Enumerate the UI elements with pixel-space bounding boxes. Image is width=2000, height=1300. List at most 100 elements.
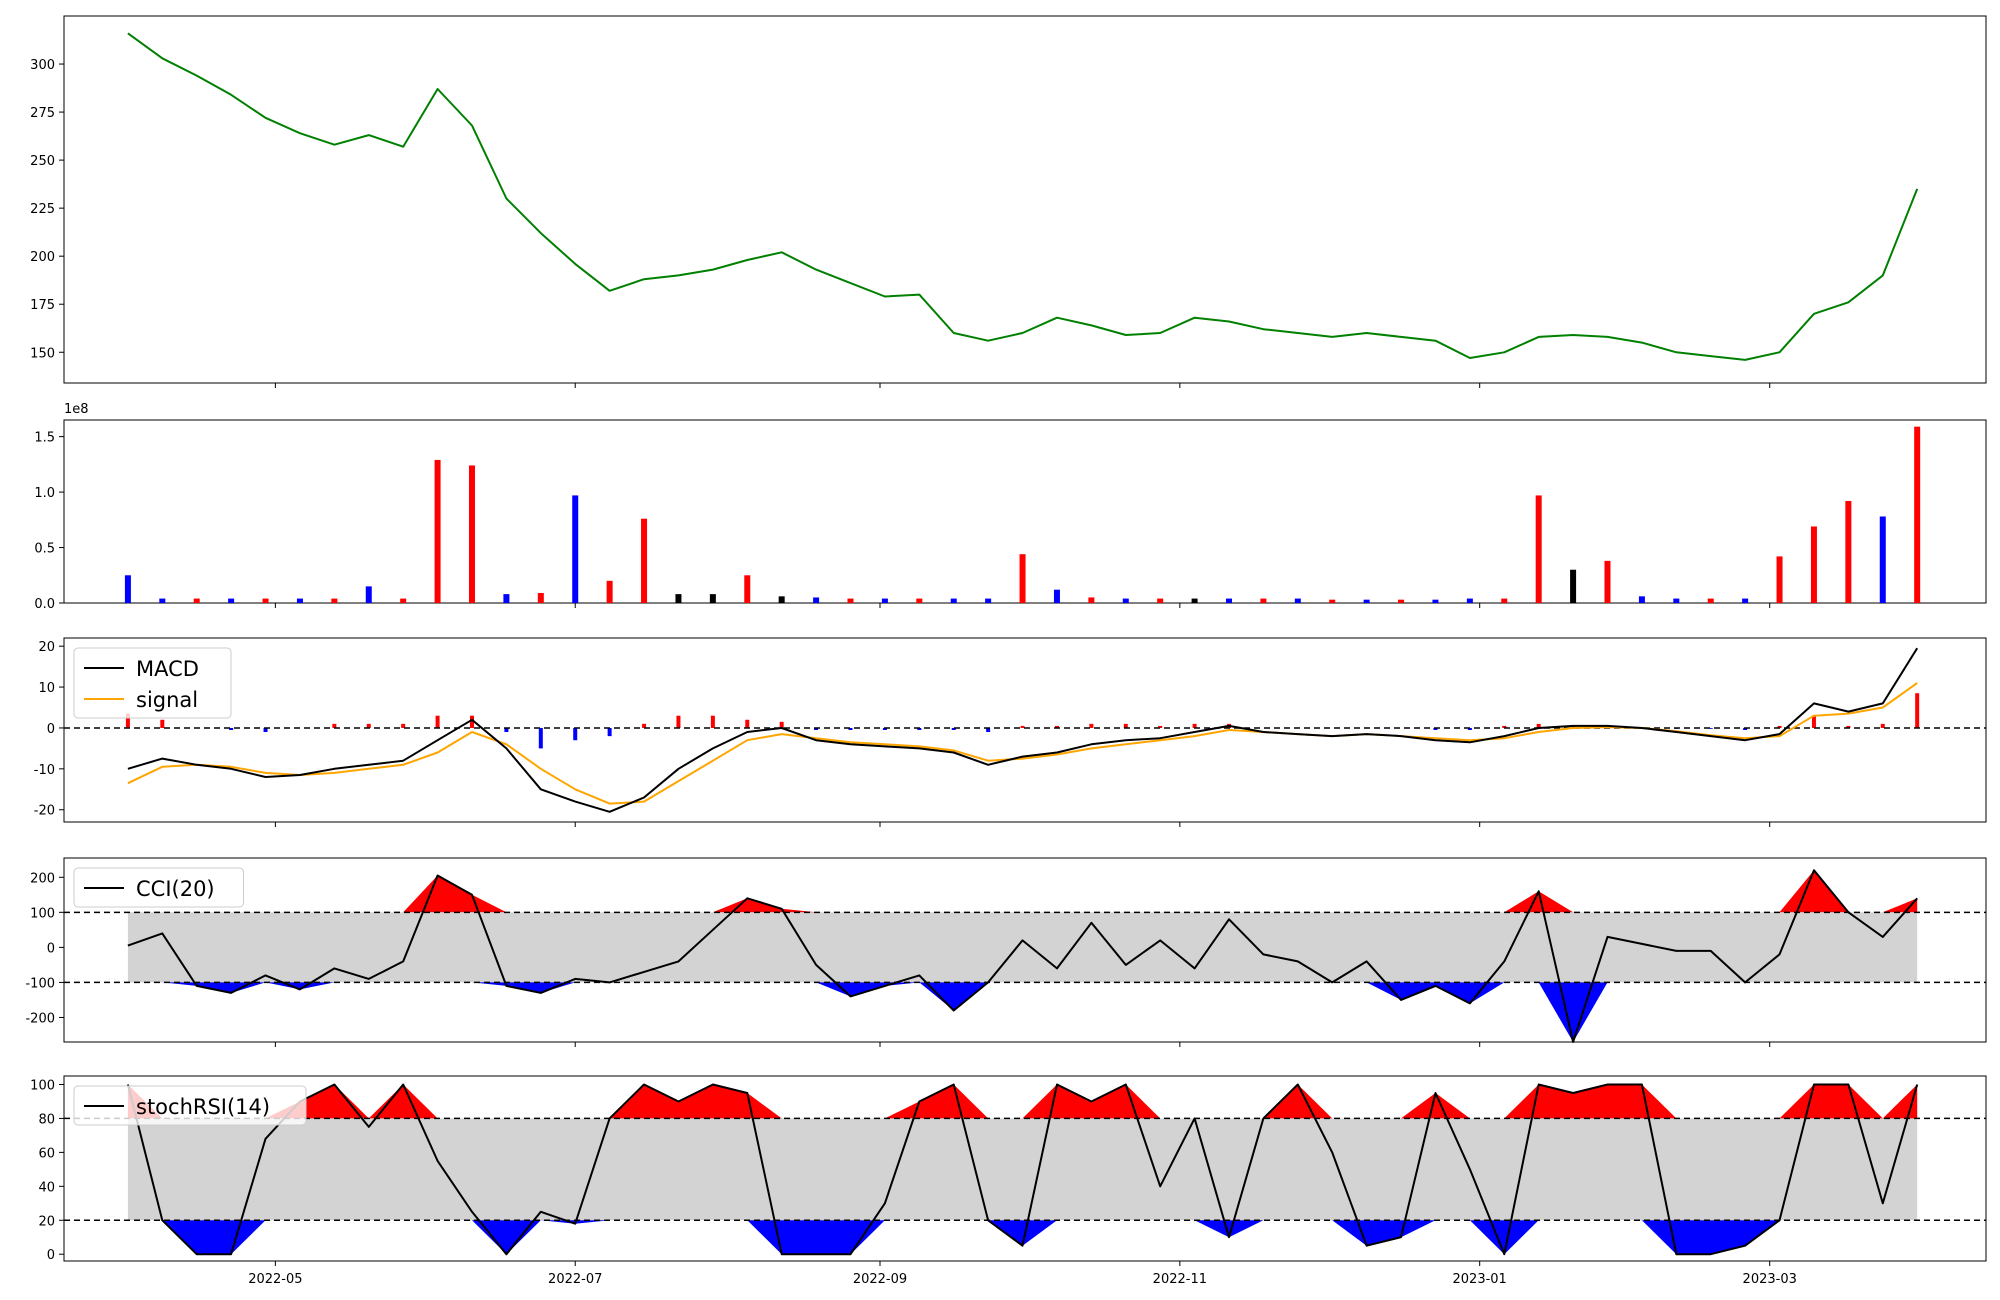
volume-bar bbox=[1810, 526, 1817, 603]
x-tick-label: 2022-07 bbox=[548, 1272, 602, 1287]
x-tick-label: 2022-05 bbox=[248, 1272, 302, 1287]
macd-histogram-bar bbox=[951, 727, 956, 730]
macd-ytick-label: -10 bbox=[34, 763, 55, 778]
volume-bar bbox=[228, 598, 235, 603]
volume-bar bbox=[1742, 598, 1749, 603]
stochrsi-ytick-label: 20 bbox=[38, 1214, 55, 1229]
price-ytick-label: 175 bbox=[30, 298, 55, 313]
macd-histogram-bar bbox=[1467, 727, 1472, 730]
volume-bar bbox=[813, 597, 820, 603]
volume-bar bbox=[1294, 598, 1301, 603]
stochrsi-overbought-fill bbox=[127, 1084, 1918, 1119]
macd-histogram-bar bbox=[229, 727, 234, 730]
stochrsi-line bbox=[126, 1083, 1919, 1256]
cci-ytick-label: 0 bbox=[47, 941, 55, 956]
price-ytick-label: 300 bbox=[30, 58, 55, 73]
volume-bar bbox=[124, 575, 131, 603]
volume-bar bbox=[468, 465, 475, 603]
macd-histogram-bar bbox=[504, 727, 509, 733]
cci-ytick-label: 200 bbox=[30, 871, 55, 886]
macd-histogram-bar bbox=[1880, 723, 1885, 728]
cci-line bbox=[127, 869, 1918, 1043]
stochrsi-ytick-label: 0 bbox=[47, 1248, 55, 1263]
macd-histogram-bar bbox=[1571, 725, 1576, 728]
cci-oversold-fill bbox=[127, 982, 1918, 1042]
macd-histogram-bar bbox=[710, 715, 715, 728]
macd-histogram-bar bbox=[125, 713, 130, 728]
volume-bar bbox=[1191, 598, 1198, 603]
volume-bar bbox=[296, 598, 303, 603]
price-ytick-label: 275 bbox=[30, 106, 55, 121]
volume-bar bbox=[1398, 599, 1405, 603]
x-tick-label: 2023-03 bbox=[1743, 1272, 1797, 1287]
cci-legend bbox=[73, 867, 244, 908]
macd-histogram-bar bbox=[573, 727, 578, 741]
volume-bar bbox=[950, 598, 957, 603]
volume-bar bbox=[1638, 596, 1645, 603]
volume-bar bbox=[537, 593, 544, 603]
macd-series-macd bbox=[127, 647, 1919, 813]
volume-bar bbox=[1466, 598, 1473, 603]
volume-bar bbox=[1914, 426, 1921, 603]
volume-bar bbox=[985, 598, 992, 603]
volume-bar bbox=[1673, 598, 1680, 603]
volume-bar bbox=[262, 598, 269, 603]
macd-histogram-bar bbox=[1054, 725, 1059, 728]
volume-ytick-label: 0.0 bbox=[34, 597, 55, 612]
volume-bar bbox=[503, 594, 510, 603]
macd-histogram-bar bbox=[642, 723, 647, 728]
macd-histogram-bar bbox=[1777, 725, 1782, 728]
volume-scale-label: 1e8 bbox=[64, 402, 89, 417]
macd-histogram-bar bbox=[917, 727, 922, 730]
volume-bar bbox=[916, 598, 923, 603]
volume-bar bbox=[744, 575, 751, 603]
macd-histogram-bar bbox=[1158, 725, 1163, 728]
volume-bar bbox=[1432, 599, 1439, 603]
volume-bar bbox=[159, 598, 166, 603]
volume-bar bbox=[1157, 598, 1164, 603]
volume-bar bbox=[847, 598, 854, 603]
macd-histogram-bar bbox=[1536, 723, 1541, 728]
volume-bar bbox=[606, 580, 613, 603]
macd-ytick-label: 0 bbox=[47, 722, 55, 737]
stochrsi-oversold-fill bbox=[127, 1220, 1918, 1255]
macd-histogram-bar bbox=[332, 723, 337, 728]
cci-legend-label: CCI(20) bbox=[136, 877, 215, 901]
macd-histogram-bar bbox=[607, 727, 612, 737]
price-ytick-label: 150 bbox=[30, 346, 55, 361]
volume-bar bbox=[1329, 599, 1336, 603]
price-ytick-label: 225 bbox=[30, 202, 55, 217]
macd-histogram-bar bbox=[1433, 727, 1438, 730]
volume-bar bbox=[1570, 569, 1577, 603]
macd-histogram-bar bbox=[848, 727, 853, 730]
volume-bar bbox=[1707, 598, 1714, 603]
macd-histogram-bar bbox=[1708, 727, 1713, 729]
volume-bar bbox=[434, 459, 441, 603]
macd-histogram-bar bbox=[1020, 725, 1025, 728]
macd-histogram-bar bbox=[779, 721, 784, 728]
macd-histogram-bar bbox=[538, 727, 543, 749]
macd-histogram-bar bbox=[1811, 715, 1816, 728]
stochrsi-band bbox=[127, 1118, 1918, 1221]
macd-ytick-label: -20 bbox=[34, 804, 55, 819]
volume-bar bbox=[1879, 516, 1886, 603]
macd-histogram-bar bbox=[435, 715, 440, 728]
cci-axes-frame bbox=[63, 857, 1987, 1043]
volume-ytick-label: 1.5 bbox=[34, 431, 55, 446]
volume-bar bbox=[193, 598, 200, 603]
macd-histogram-bar bbox=[1089, 723, 1094, 728]
macd-ytick-label: 10 bbox=[38, 681, 55, 696]
volume-bar bbox=[1260, 598, 1267, 603]
macd-histogram-bar bbox=[1192, 723, 1197, 728]
stochrsi-axes-frame bbox=[63, 1075, 1987, 1262]
cci-ytick-label: -200 bbox=[25, 1011, 55, 1026]
volume-bar bbox=[1225, 598, 1232, 603]
volume-bar bbox=[881, 598, 888, 603]
macd-histogram-bar bbox=[745, 719, 750, 728]
stochrsi-ytick-label: 60 bbox=[38, 1146, 55, 1161]
macd-histogram-bar bbox=[814, 727, 819, 730]
volume-bar bbox=[709, 594, 716, 603]
macd-histogram-bar bbox=[160, 719, 165, 728]
macd-histogram-bar bbox=[1915, 693, 1920, 728]
macd-histogram-bar bbox=[882, 727, 887, 730]
